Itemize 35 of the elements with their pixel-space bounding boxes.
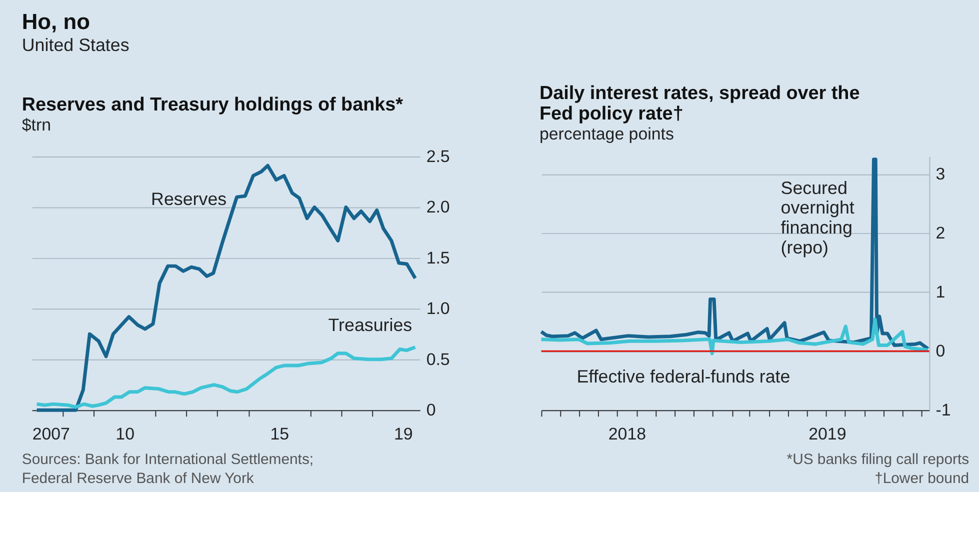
- line-series: [539, 158, 930, 351]
- x-tick-label: 2019: [808, 424, 846, 444]
- text: *US banks filing call reports: [786, 450, 970, 468]
- y-tick-label: 0: [936, 342, 946, 361]
- series-label: Treasuries: [328, 315, 412, 336]
- y-tick-label: 0.5: [426, 350, 450, 369]
- x-tick-label: 10: [116, 424, 134, 444]
- series-label: Reserves: [151, 189, 227, 210]
- text: Ho, no: [22, 9, 90, 34]
- source-note: Sources: Bank for International Settlements;: [22, 450, 314, 468]
- y-tick-label: 2: [936, 224, 946, 243]
- y-tick-label: 1.5: [426, 248, 450, 268]
- text: United States: [22, 34, 130, 55]
- x-tick-label: 2007: [32, 424, 70, 444]
- y-tick-label: 3: [936, 164, 946, 184]
- x-tick-label: 15: [270, 424, 290, 444]
- text: Federal Reserve Bank of New York: [22, 470, 254, 487]
- line-series: [539, 318, 930, 356]
- text: †Lower bound: [874, 470, 970, 487]
- x-tick-label: 19: [394, 424, 413, 444]
- line-series: [35, 164, 417, 412]
- y-tick-label: 1.0: [426, 299, 450, 318]
- chart-title: Daily interest rates, spread over the Fed policy rate†: [539, 82, 860, 125]
- chart-title: Reserves and Treasury holdings of banks*: [22, 94, 404, 116]
- x-tick-label: 2018: [608, 424, 646, 444]
- series-label: Secured overnight financing (repo): [780, 178, 854, 258]
- y-tick-label: 2.0: [426, 198, 450, 217]
- series-label: Effective federal-funds rate: [576, 366, 790, 387]
- y-tick-label: 1: [936, 282, 946, 302]
- y-axis-title: percentage points: [539, 124, 674, 144]
- y-tick-label: 2.5: [426, 146, 450, 166]
- y-tick-label: 0: [426, 400, 436, 420]
- line-series: [35, 346, 417, 409]
- y-axis-title: $trn: [22, 116, 52, 135]
- y-tick-label: -1: [936, 400, 951, 420]
